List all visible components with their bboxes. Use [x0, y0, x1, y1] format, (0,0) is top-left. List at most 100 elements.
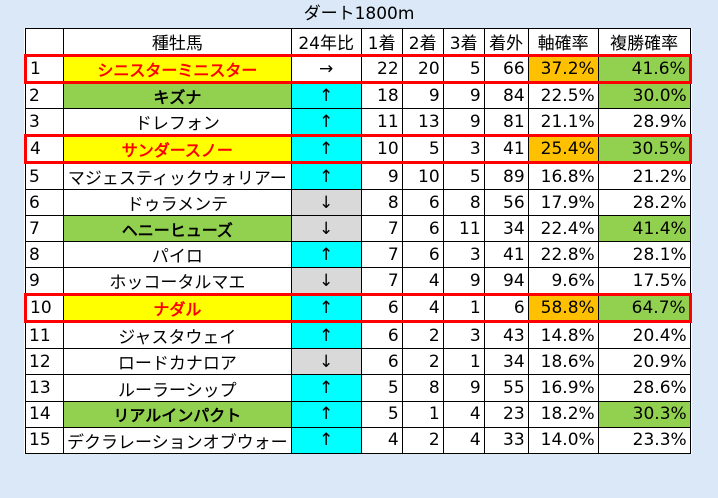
rank-cell: 10	[24, 293, 64, 324]
second-cell: 6	[401, 189, 444, 217]
out-cell: 34	[483, 348, 529, 376]
third-cell: 1	[442, 293, 485, 324]
rank-cell: 3	[25, 108, 64, 137]
second-cell: 8	[401, 374, 444, 402]
sire-name-cell: ドゥラメンテ	[63, 189, 292, 217]
third-cell: 4	[442, 400, 485, 428]
header-rank	[25, 28, 64, 56]
second-cell: 10	[401, 162, 444, 191]
trend-down-icon: ↓	[290, 348, 362, 376]
header-out: 着外	[483, 28, 529, 56]
rank-cell: 4	[24, 134, 64, 165]
third-cell: 8	[442, 189, 485, 217]
table-row: 7 ヘニーヒューズ ↓ 7 6 11 34 22.4% 41.4%	[25, 215, 691, 243]
out-cell: 34	[483, 215, 529, 243]
header-trend: 24年比	[290, 28, 362, 56]
place-rate-cell: 28.1%	[597, 241, 691, 269]
second-cell: 13	[401, 108, 444, 137]
rank-cell: 2	[25, 81, 64, 110]
place-rate-cell: 21.2%	[597, 162, 691, 191]
second-cell: 4	[401, 267, 444, 296]
axis-rate-cell: 22.5%	[527, 81, 599, 110]
sire-name-cell: ホッコータルマエ	[63, 267, 292, 296]
third-cell: 9	[442, 267, 485, 296]
header-sire: 種牡馬	[63, 28, 292, 56]
trend-down-icon: ↓	[290, 215, 362, 243]
place-rate-cell: 30.3%	[597, 400, 691, 428]
first-cell: 8	[360, 189, 403, 217]
sire-name-cell: ドレフォン	[63, 108, 292, 137]
table-row: 11 ジャスタウェイ ↑ 6 2 3 43 14.8% 20.4%	[25, 321, 691, 350]
first-cell: 5	[360, 374, 403, 402]
table-row: 5 マジェスティックウォリアー ↑ 9 10 5 89 16.8% 21.2%	[25, 162, 691, 191]
first-cell: 6	[360, 293, 403, 324]
trend-right-icon: →	[290, 54, 362, 84]
rank-cell: 8	[25, 241, 64, 269]
axis-rate-cell: 18.2%	[527, 400, 599, 428]
third-cell: 3	[442, 241, 485, 269]
place-rate-cell: 28.6%	[597, 374, 691, 402]
first-cell: 7	[360, 241, 403, 269]
first-cell: 11	[360, 108, 403, 137]
axis-rate-cell: 21.1%	[527, 108, 599, 137]
place-rate-cell: 30.0%	[597, 81, 691, 110]
sire-name-cell: マジェスティックウォリアー	[63, 162, 292, 191]
trend-up-icon: ↑	[290, 108, 362, 137]
out-cell: 43	[483, 321, 529, 350]
axis-rate-cell: 22.4%	[527, 215, 599, 243]
axis-rate-cell: 9.6%	[527, 267, 599, 296]
place-rate-cell: 41.6%	[597, 54, 692, 84]
trend-up-icon: ↑	[290, 374, 362, 402]
third-cell: 11	[442, 215, 485, 243]
second-cell: 20	[401, 54, 444, 84]
table-row: 8 パイロ ↑ 7 6 3 41 22.8% 28.1%	[25, 241, 691, 269]
sire-name-cell: ヘニーヒューズ	[63, 215, 292, 243]
first-cell: 18	[360, 81, 403, 110]
table-row: 1 シニスターミニスター → 22 20 5 66 37.2% 41.6%	[24, 54, 692, 84]
second-cell: 2	[401, 321, 444, 350]
rank-cell: 1	[24, 54, 64, 84]
out-cell: 6	[483, 293, 529, 324]
first-cell: 5	[360, 400, 403, 428]
rank-cell: 15	[25, 426, 64, 454]
axis-rate-cell: 58.8%	[527, 293, 599, 324]
sire-stats-table: 種牡馬 24年比 1着 2着 3着 着外 軸確率 複勝確率 1 シニスターミニス…	[24, 28, 692, 454]
rank-cell: 9	[25, 267, 64, 296]
rank-cell: 7	[25, 215, 64, 243]
rank-cell: 11	[25, 321, 64, 350]
first-cell: 9	[360, 162, 403, 191]
place-rate-cell: 28.9%	[597, 108, 691, 137]
sire-name-cell: サンダースノー	[63, 134, 292, 165]
second-cell: 5	[401, 134, 444, 165]
header-axis-rate: 軸確率	[527, 28, 599, 56]
out-cell: 23	[483, 400, 529, 428]
table-row: 9 ホッコータルマエ ↓ 7 4 9 94 9.6% 17.5%	[25, 267, 691, 296]
axis-rate-cell: 14.0%	[527, 426, 599, 454]
rank-cell: 12	[25, 348, 64, 376]
second-cell: 4	[401, 293, 444, 324]
axis-rate-cell: 37.2%	[527, 54, 599, 84]
second-cell: 2	[401, 348, 444, 376]
rank-cell: 5	[25, 162, 64, 191]
first-cell: 6	[360, 321, 403, 350]
sire-name-cell: ロードカナロア	[63, 348, 292, 376]
header-row: 種牡馬 24年比 1着 2着 3着 着外 軸確率 複勝確率	[25, 28, 691, 56]
place-rate-cell: 28.2%	[597, 189, 691, 217]
second-cell: 2	[401, 426, 444, 454]
third-cell: 3	[442, 321, 485, 350]
out-cell: 89	[483, 162, 529, 191]
sire-name-cell: シニスターミニスター	[63, 54, 292, 84]
out-cell: 81	[483, 108, 529, 137]
third-cell: 4	[442, 426, 485, 454]
table-row: 14 リアルインパクト ↑ 5 1 4 23 18.2% 30.3%	[25, 400, 691, 428]
trend-up-icon: ↑	[290, 162, 362, 191]
sire-name-cell: パイロ	[63, 241, 292, 269]
table-row: 2 キズナ ↑ 18 9 9 84 22.5% 30.0%	[25, 81, 691, 110]
trend-up-icon: ↑	[290, 400, 362, 428]
first-cell: 6	[360, 348, 403, 376]
third-cell: 1	[442, 348, 485, 376]
place-rate-cell: 23.3%	[597, 426, 691, 454]
rank-cell: 6	[25, 189, 64, 217]
sire-name-cell: リアルインパクト	[63, 400, 292, 428]
trend-down-icon: ↓	[290, 267, 362, 296]
